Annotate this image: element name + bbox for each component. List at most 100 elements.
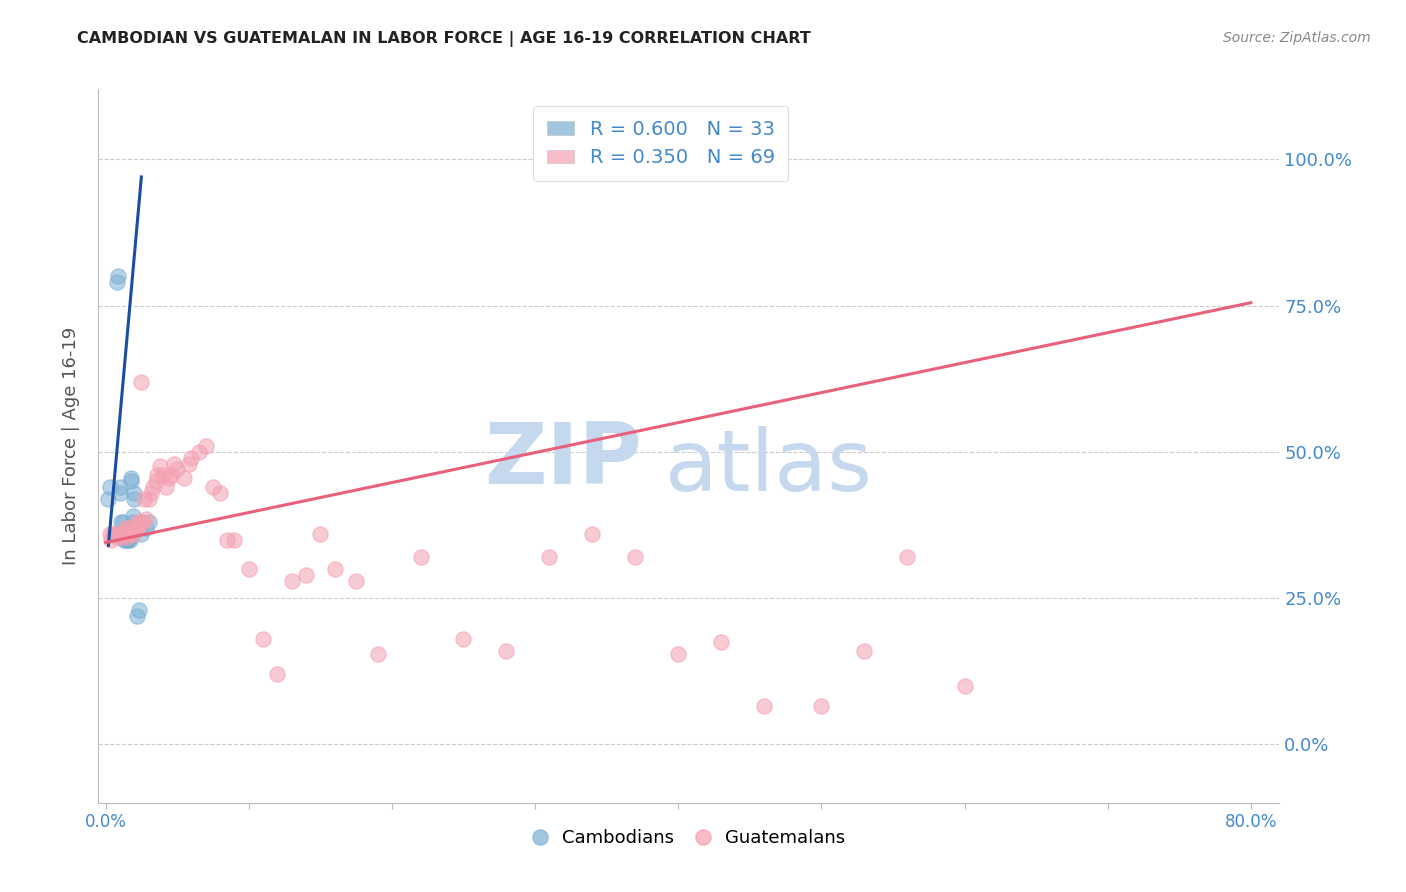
Point — [495, 644, 517, 658]
Point — [209, 485, 232, 500]
Point — [121, 515, 143, 529]
Point — [112, 524, 135, 538]
Point — [111, 526, 134, 541]
Point — [114, 526, 136, 541]
Point — [896, 550, 918, 565]
Point — [117, 526, 139, 541]
Point — [295, 567, 318, 582]
Text: atlas: atlas — [665, 425, 873, 509]
Point — [280, 574, 302, 588]
Point — [166, 462, 188, 476]
Point — [194, 439, 217, 453]
Text: CAMBODIAN VS GUATEMALAN IN LABOR FORCE | AGE 16-19 CORRELATION CHART: CAMBODIAN VS GUATEMALAN IN LABOR FORCE |… — [77, 31, 811, 47]
Point — [323, 562, 346, 576]
Point — [201, 480, 224, 494]
Point — [134, 491, 156, 506]
Point — [141, 485, 163, 500]
Point — [810, 699, 832, 714]
Text: Source: ZipAtlas.com: Source: ZipAtlas.com — [1223, 31, 1371, 45]
Point — [752, 699, 775, 714]
Point — [138, 515, 160, 529]
Point — [187, 445, 209, 459]
Point — [538, 550, 561, 565]
Point — [108, 485, 131, 500]
Point — [180, 450, 202, 465]
Point — [112, 533, 135, 547]
Point — [98, 480, 121, 494]
Point — [152, 468, 174, 483]
Point — [217, 533, 239, 547]
Point — [118, 526, 141, 541]
Point — [953, 679, 976, 693]
Point — [131, 526, 153, 541]
Point — [114, 533, 136, 547]
Point — [149, 459, 172, 474]
Point — [132, 515, 155, 529]
Point — [177, 457, 200, 471]
Point — [624, 550, 647, 565]
Point — [97, 491, 120, 506]
Point — [103, 526, 125, 541]
Point — [125, 608, 148, 623]
Point — [110, 526, 132, 541]
Point — [115, 530, 138, 544]
Point — [101, 526, 124, 541]
Point — [115, 533, 138, 547]
Point — [409, 550, 432, 565]
Point — [309, 526, 332, 541]
Point — [125, 515, 148, 529]
Point — [104, 526, 127, 541]
Point — [111, 526, 134, 541]
Point — [117, 533, 139, 547]
Point — [107, 269, 129, 284]
Point — [157, 471, 180, 485]
Point — [121, 509, 143, 524]
Y-axis label: In Labor Force | Age 16-19: In Labor Force | Age 16-19 — [62, 326, 80, 566]
Point — [853, 644, 876, 658]
Point — [252, 632, 274, 646]
Point — [110, 515, 132, 529]
Point — [120, 471, 142, 485]
Point — [453, 632, 475, 646]
Point — [117, 526, 139, 541]
Point — [111, 515, 134, 529]
Point — [108, 530, 131, 544]
Point — [105, 530, 128, 544]
Point — [108, 480, 131, 494]
Point — [107, 526, 129, 541]
Point — [120, 526, 142, 541]
Point — [710, 635, 733, 649]
Point — [145, 474, 167, 488]
Point — [122, 491, 145, 506]
Point — [118, 530, 141, 544]
Point — [124, 521, 146, 535]
Point — [114, 521, 136, 535]
Point — [128, 518, 150, 533]
Point — [160, 468, 183, 483]
Point — [155, 480, 177, 494]
Point — [367, 647, 389, 661]
Point — [117, 530, 139, 544]
Point — [146, 468, 169, 483]
Legend: Cambodians, Guatemalans: Cambodians, Guatemalans — [526, 822, 852, 855]
Point — [581, 526, 603, 541]
Point — [115, 526, 138, 541]
Point — [224, 533, 246, 547]
Point — [138, 491, 160, 506]
Point — [121, 521, 143, 535]
Point — [100, 533, 122, 547]
Point — [122, 526, 145, 541]
Point — [118, 521, 141, 535]
Point — [98, 526, 121, 541]
Point — [142, 480, 165, 494]
Point — [115, 530, 138, 544]
Point — [128, 603, 150, 617]
Point — [135, 512, 157, 526]
Point — [238, 562, 260, 576]
Point — [173, 471, 195, 485]
Point — [105, 275, 128, 289]
Point — [129, 515, 152, 529]
Point — [131, 375, 153, 389]
Point — [118, 533, 141, 547]
Point — [344, 574, 367, 588]
